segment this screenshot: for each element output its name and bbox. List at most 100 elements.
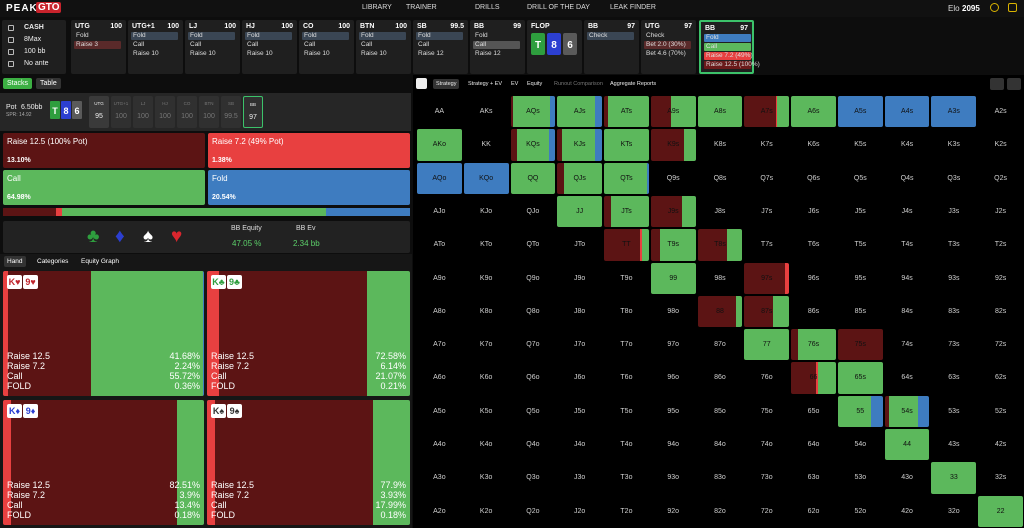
hand-label[interactable]: 97o	[667, 341, 680, 349]
hand-label[interactable]: A3o	[433, 474, 446, 482]
hand-label[interactable]: K5s	[854, 141, 867, 149]
hand-cell[interactable]: AQo	[417, 162, 462, 194]
suit[interactable]: ♠	[143, 226, 154, 247]
hand-label[interactable]: A9o	[433, 274, 446, 282]
hand-label[interactable]: 95o	[667, 407, 680, 415]
hand-cell[interactable]: KJs	[557, 129, 603, 161]
hand-label[interactable]: 94o	[667, 441, 680, 449]
action-box[interactable]: BTN 100 Fold Call Raise 10	[356, 20, 411, 74]
hand-label[interactable]: 75o	[760, 407, 773, 415]
toolbar-tab[interactable]: Strategy + EV	[468, 81, 503, 87]
hand-label[interactable]: T6s	[807, 241, 820, 249]
action-option[interactable]: Fold	[359, 32, 406, 40]
hand-cell[interactable]: T9s	[650, 229, 696, 261]
hand-cell[interactable]: 54s	[884, 395, 930, 428]
hand-label[interactable]: 64s	[901, 374, 913, 382]
hand-cell[interactable]: A4s	[884, 96, 930, 128]
hand-label[interactable]: 74o	[760, 441, 773, 449]
hand-label[interactable]: 98o	[667, 307, 680, 315]
action-option[interactable]: Call	[418, 41, 430, 48]
hand-label[interactable]: J4o	[574, 441, 586, 449]
hand-label[interactable]: J9o	[574, 274, 586, 282]
action-option[interactable]: Fold	[416, 32, 463, 40]
hand-label[interactable]: AJo	[433, 207, 446, 215]
hand-cell[interactable]: A7s	[744, 96, 790, 128]
action-option[interactable]: Fold	[245, 32, 292, 40]
action-option[interactable]: Fold	[76, 32, 89, 39]
action-option[interactable]: Call	[361, 41, 373, 48]
hand-label[interactable]: AKs	[479, 108, 493, 115]
hand-label[interactable]: K2o	[479, 507, 493, 515]
hand-label[interactable]: K6s	[807, 141, 820, 149]
hand-label[interactable]: Q8o	[526, 307, 540, 315]
hand-label[interactable]: K4o	[479, 441, 493, 449]
hand-label[interactable]: Q9o	[526, 274, 540, 282]
action-box[interactable]: UTG 97 Check Bet 2.0 (30%) Bet 4.6 (70%)	[641, 20, 696, 74]
hand-label[interactable]: 73o	[760, 474, 773, 482]
hand-label[interactable]: 62s	[994, 374, 1007, 382]
action-option[interactable]: Call	[190, 41, 202, 48]
hand-label[interactable]: T4s	[901, 241, 913, 249]
tab[interactable]: Table	[36, 78, 61, 89]
hand-cell[interactable]: QJs	[557, 162, 603, 194]
hand-label[interactable]: T7s	[760, 241, 773, 249]
hand-cell[interactable]: 44	[884, 429, 930, 461]
hand-label[interactable]: K7o	[479, 341, 493, 349]
hand-cell[interactable]: 87s	[744, 295, 790, 328]
action-option[interactable]: Call	[247, 41, 259, 48]
hand-label[interactable]: Q2o	[526, 507, 540, 515]
toolbar-tab[interactable]: Equity	[527, 81, 543, 87]
hand-cell[interactable]: A5s	[837, 96, 883, 128]
icon[interactable]	[1007, 78, 1021, 90]
hand-label[interactable]: QJo	[526, 207, 540, 215]
hand-label[interactable]: J6o	[574, 374, 586, 382]
hand-label[interactable]: J5s	[854, 207, 866, 215]
hand-label[interactable]: A5o	[433, 407, 446, 415]
action-option[interactable]: Raise 10	[247, 50, 273, 57]
hand-cell[interactable]: AKo	[417, 129, 462, 161]
hand-cell[interactable]: TT	[604, 229, 649, 261]
hand-label[interactable]: T6o	[620, 374, 633, 382]
nav-item[interactable]: LIBRARY	[362, 4, 392, 11]
action-option[interactable]: Check	[646, 32, 665, 39]
hand-label[interactable]: Q2s	[994, 174, 1008, 182]
action-option[interactable]: Check	[587, 32, 634, 40]
hand-label[interactable]: 32o	[947, 507, 960, 515]
action-option[interactable]: Raise 3	[74, 41, 121, 49]
hand-label[interactable]: T4o	[620, 441, 633, 449]
hand-cell[interactable]: JJ	[557, 195, 603, 228]
hand-cell[interactable]: 65s	[837, 362, 883, 394]
hand-label[interactable]: Q4o	[526, 441, 540, 449]
action-option[interactable]: Raise 10	[190, 50, 216, 57]
hand-label[interactable]: 84o	[714, 441, 726, 449]
toolbar-tab[interactable]: Strategy	[433, 79, 460, 89]
hand-label[interactable]: A8o	[433, 307, 446, 315]
hand-label[interactable]: Q9s	[666, 174, 680, 182]
action-option[interactable]: Raise 7.2 (49%)	[704, 52, 753, 60]
hand-cell[interactable]: 75s	[837, 329, 883, 361]
hand-label[interactable]: 63o	[807, 474, 820, 482]
action-box[interactable]: LJ 100 Fold Call Raise 10	[185, 20, 240, 74]
nav-item[interactable]: DRILL OF THE DAY	[527, 4, 590, 11]
action-option[interactable]: Fold	[475, 32, 488, 39]
action-box[interactable]: HJ 100 Fold Call Raise 10	[242, 20, 297, 74]
hand-label[interactable]: QTo	[526, 241, 540, 249]
hand-label[interactable]: T5o	[620, 407, 633, 415]
tab[interactable]: Stacks	[3, 78, 33, 89]
hand-label[interactable]: 76o	[760, 374, 773, 382]
hand-label[interactable]: T3o	[620, 474, 633, 482]
hand-label[interactable]: J4s	[901, 207, 913, 215]
hand-label[interactable]: K8o	[479, 307, 493, 315]
hand-cell[interactable]: AJs	[557, 96, 603, 128]
hand-label[interactable]: 92s	[994, 274, 1007, 282]
hand-label[interactable]: 64o	[807, 441, 820, 449]
hand-cell[interactable]: 88	[697, 295, 743, 328]
action-option[interactable]: Fold	[704, 34, 751, 42]
hand-label[interactable]: 42o	[901, 507, 913, 515]
action-option[interactable]: Raise 10	[361, 50, 387, 57]
hand-label[interactable]: J8s	[714, 207, 726, 215]
hand-label[interactable]: T7o	[620, 341, 633, 349]
hand-cell[interactable]: KQs	[510, 129, 556, 161]
hand-label[interactable]: J5o	[574, 407, 586, 415]
hand-label[interactable]: 94s	[901, 274, 913, 282]
